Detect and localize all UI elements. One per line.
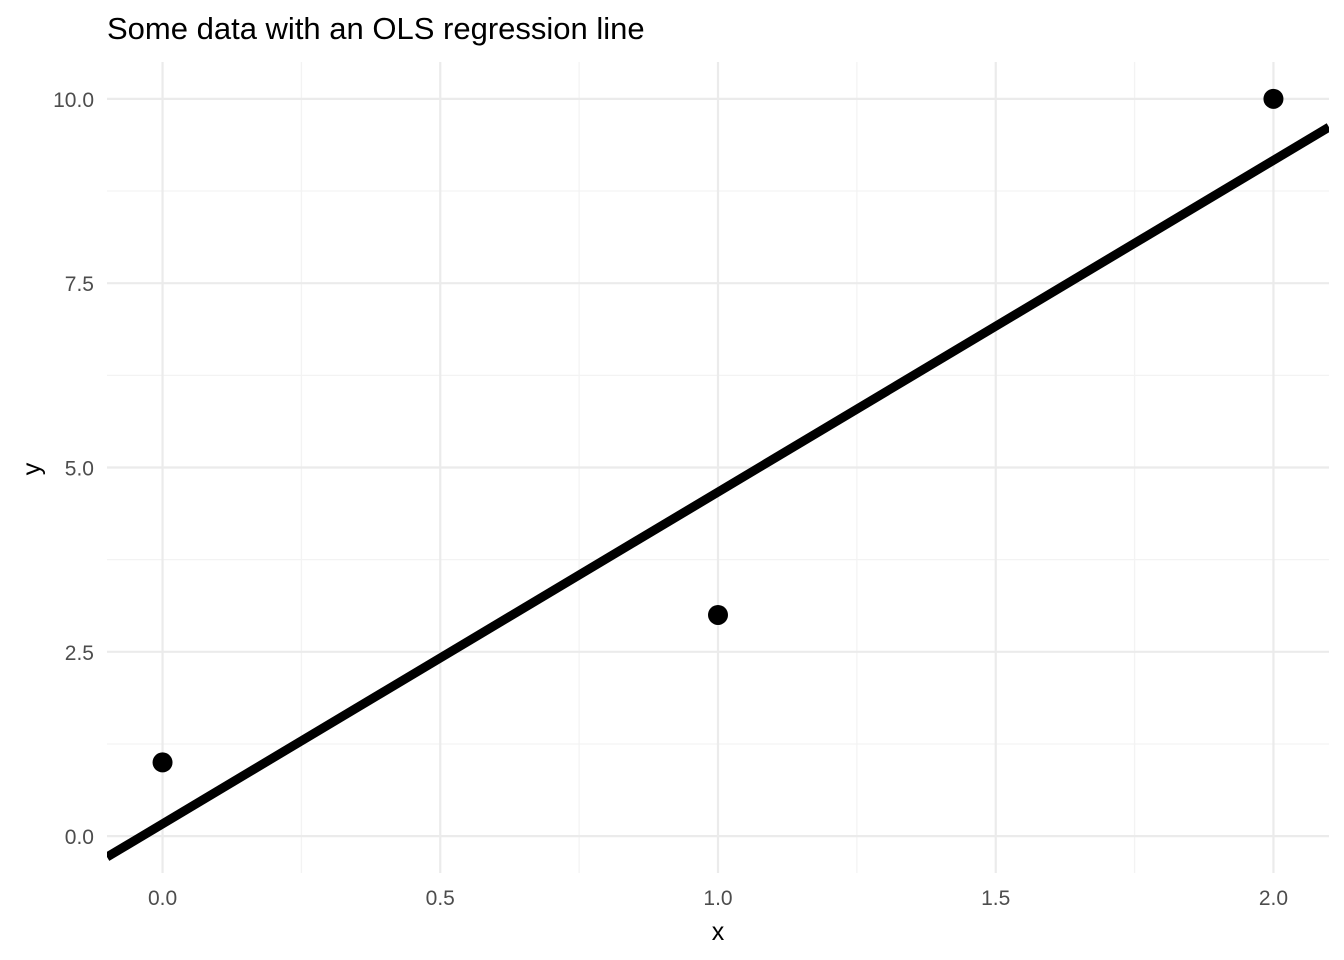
y-tick-label: 5.0 [65, 458, 94, 481]
grid-layer [107, 62, 1329, 873]
y-tick-label: 7.5 [65, 273, 94, 296]
regression-line-layer [107, 123, 1329, 861]
x-tick-label: 0.5 [426, 887, 455, 910]
y-axis-title: y [18, 462, 46, 475]
x-tick-label: 2.0 [1259, 887, 1288, 910]
y-tick-label: 10.0 [53, 89, 94, 112]
x-tick-label: 1.0 [703, 887, 732, 910]
x-tick-label: 1.5 [981, 887, 1010, 910]
data-points-layer [152, 88, 1284, 773]
data-point [708, 604, 728, 625]
x-tick-label: 0.0 [148, 887, 177, 910]
data-point [1263, 88, 1284, 109]
y-tick-label: 2.5 [65, 642, 94, 665]
y-axis-ticks: 0.0 2.5 5.0 7.5 10.0 [53, 89, 94, 849]
x-axis-title: x [712, 918, 725, 946]
chart-title: Some data with an OLS regression line [107, 11, 645, 46]
regression-line [107, 123, 1329, 861]
x-axis-ticks: 0.0 0.5 1.0 1.5 2.0 [148, 887, 1288, 910]
data-point [152, 752, 173, 773]
y-tick-label: 0.0 [65, 826, 94, 849]
